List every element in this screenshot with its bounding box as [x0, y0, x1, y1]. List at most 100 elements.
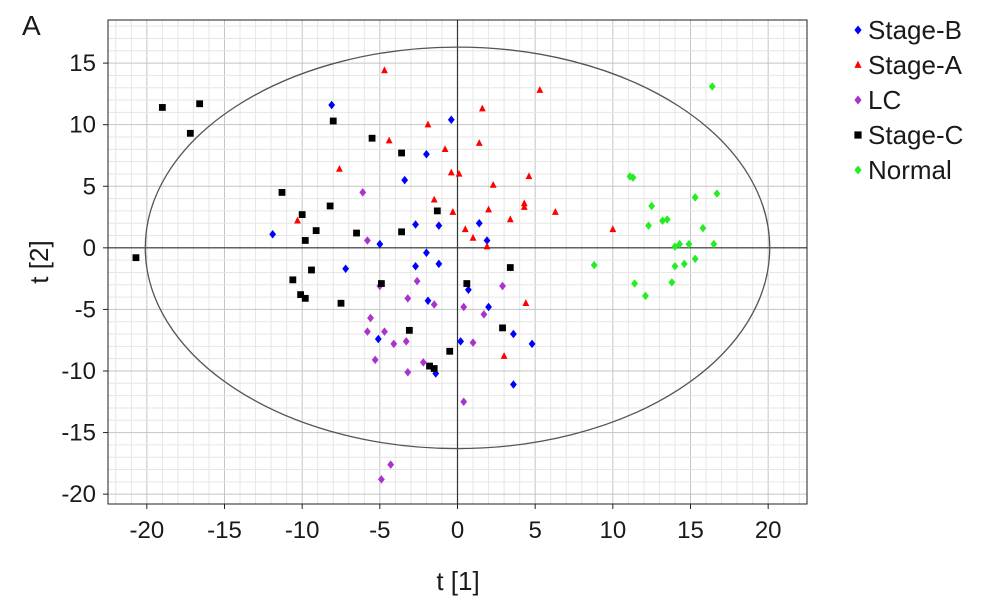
- point-stage-c: [405, 326, 413, 334]
- point-stage-c: [308, 266, 315, 274]
- axes: [108, 20, 807, 504]
- point-lc: [499, 281, 506, 291]
- point-lc: [402, 337, 410, 346]
- point-stage-b: [483, 236, 491, 245]
- y-tick-label: -5: [75, 296, 96, 323]
- point-stage-b: [457, 337, 465, 346]
- point-stage-a: [455, 169, 463, 177]
- data-points: [132, 66, 721, 484]
- point-stage-a: [461, 225, 469, 233]
- point-stage-b: [528, 339, 536, 349]
- point-stage-b: [423, 149, 430, 159]
- point-lc: [430, 300, 438, 309]
- point-normal: [642, 291, 649, 301]
- point-stage-b: [269, 230, 277, 239]
- point-normal: [648, 201, 656, 211]
- y-tick-label: -10: [61, 358, 96, 385]
- point-normal: [668, 278, 676, 287]
- point-stage-c: [430, 365, 438, 372]
- panel-label: A: [22, 10, 41, 41]
- point-lc: [364, 236, 371, 245]
- point-stage-b: [423, 248, 430, 258]
- x-tick-label: 0: [451, 517, 464, 544]
- point-lc: [381, 327, 388, 336]
- x-axis-label: t [1]: [436, 566, 479, 596]
- y-tick-label: -20: [61, 481, 96, 508]
- point-stage-b: [424, 296, 432, 306]
- point-stage-a: [483, 242, 491, 250]
- x-tick-label: -20: [129, 517, 164, 544]
- point-lc: [404, 294, 412, 303]
- point-stage-a: [551, 208, 559, 215]
- point-lc: [377, 475, 385, 484]
- point-stage-a: [525, 172, 533, 180]
- point-stage-a: [430, 195, 438, 203]
- point-stage-c: [196, 100, 204, 108]
- point-normal: [713, 189, 721, 198]
- point-normal: [685, 239, 693, 249]
- confidence-ellipse-layer: [144, 46, 771, 450]
- point-normal: [629, 173, 637, 182]
- point-stage-c: [312, 227, 320, 234]
- point-stage-a: [520, 203, 528, 210]
- legend-marker-stage-a: [854, 60, 862, 68]
- point-normal: [671, 262, 679, 271]
- point-stage-b: [510, 329, 517, 339]
- point-stage-c: [298, 211, 306, 218]
- point-lc: [460, 302, 468, 312]
- point-normal: [590, 260, 598, 270]
- point-stage-a: [449, 208, 457, 215]
- y-tick-label: 5: [83, 173, 96, 200]
- point-stage-c: [158, 104, 166, 111]
- point-lc: [364, 327, 371, 336]
- y-tick-labels: 15 10 5 0 -5 -10 -15 -20: [61, 50, 108, 508]
- point-stage-a: [522, 299, 530, 306]
- point-stage-c: [289, 276, 297, 284]
- point-stage-c: [446, 347, 454, 355]
- legend-marker-normal: [854, 165, 862, 175]
- x-tick-label: -15: [207, 517, 242, 544]
- point-stage-b: [412, 262, 419, 271]
- point-stage-a: [489, 180, 497, 188]
- y-tick-label: 0: [83, 235, 96, 262]
- point-stage-c: [433, 207, 441, 215]
- point-stage-a: [536, 86, 544, 93]
- legend-label-stage-b: Stage-B: [868, 15, 962, 45]
- point-stage-b: [342, 264, 350, 274]
- x-tick-label: 10: [599, 517, 626, 544]
- point-stage-a: [475, 139, 483, 146]
- point-stage-a: [500, 352, 508, 359]
- point-stage-c: [377, 280, 385, 287]
- legend-marker-stage-c: [854, 131, 862, 139]
- point-normal: [708, 82, 716, 91]
- point-stage-c: [301, 294, 309, 302]
- point-normal: [659, 216, 666, 225]
- x-tick-label: -5: [369, 517, 390, 544]
- point-stage-a: [478, 104, 486, 112]
- point-stage-c: [353, 229, 360, 237]
- point-lc: [419, 358, 427, 367]
- point-normal: [680, 259, 688, 269]
- point-lc: [390, 339, 398, 349]
- legend-label-normal: Normal: [868, 155, 952, 185]
- point-normal: [691, 193, 699, 202]
- point-stage-a: [441, 145, 449, 153]
- point-stage-a: [381, 66, 388, 74]
- point-stage-c: [326, 202, 334, 210]
- point-lc: [359, 188, 367, 197]
- confidence-ellipse: [144, 46, 771, 450]
- point-stage-a: [520, 199, 528, 207]
- point-normal: [710, 239, 718, 249]
- point-normal: [631, 279, 638, 288]
- point-stage-b: [485, 302, 492, 312]
- x-tick-label: -10: [285, 517, 320, 544]
- point-normal: [699, 223, 707, 233]
- x-tick-labels: -20 -15 -10 -5 0 5 10 15 20: [129, 504, 782, 544]
- point-lc: [413, 276, 421, 286]
- point-stage-c: [186, 129, 194, 137]
- point-lc: [387, 460, 395, 469]
- y-tick-label: 15: [69, 50, 96, 77]
- point-stage-b: [401, 175, 409, 185]
- point-stage-a: [424, 120, 432, 128]
- legend: Stage-B Stage-A LC Stage-C Normal: [854, 15, 963, 185]
